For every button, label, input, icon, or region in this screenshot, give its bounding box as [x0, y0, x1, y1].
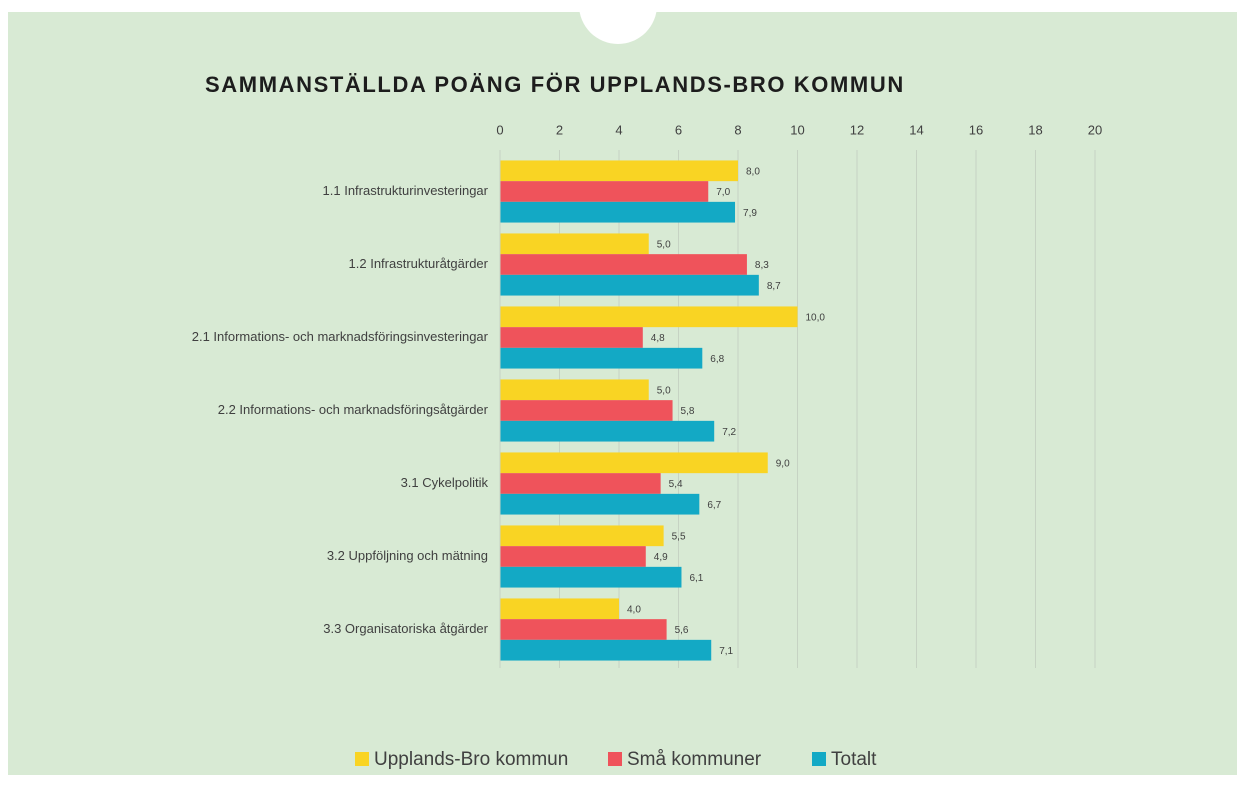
x-tick-label: 10 [790, 122, 804, 137]
y-tick-label: 1.2 Infrastrukturåtgärder [349, 256, 489, 271]
data-label: 10,0 [806, 312, 826, 323]
data-label: 6,7 [707, 500, 721, 511]
bar [500, 546, 646, 567]
x-tick-label: 2 [556, 122, 563, 137]
legend-label: Totalt [831, 749, 877, 770]
y-tick-label: 2.1 Informations- och marknadsföringsinv… [192, 329, 489, 344]
bar [500, 566, 682, 588]
y-tick-label: 2.2 Informations- och marknadsföringsåtg… [218, 402, 489, 417]
data-label: 7,0 [716, 187, 730, 198]
x-tick-label: 18 [1028, 122, 1042, 137]
bar [500, 201, 736, 223]
bar [500, 619, 667, 640]
x-tick-label: 4 [615, 122, 622, 137]
data-label: 9,0 [776, 458, 790, 469]
data-label: 8,0 [746, 166, 760, 177]
x-tick-label: 16 [969, 122, 983, 137]
legend-label: Små kommuner [627, 749, 762, 770]
bar [500, 493, 700, 515]
chart-title: SAMMANSTÄLLDA POÄNG FÖR UPPLANDS-BRO KOM… [205, 72, 905, 97]
data-label: 4,0 [627, 604, 641, 615]
bar [500, 420, 715, 442]
y-tick-label: 1.1 Infrastrukturinvesteringar [323, 183, 489, 198]
data-label: 5,5 [672, 531, 686, 542]
bar [500, 274, 759, 296]
bar [500, 347, 703, 369]
data-label: 5,0 [657, 385, 671, 396]
bar [500, 254, 747, 275]
decoration [579, 0, 657, 44]
x-tick-label: 0 [496, 122, 503, 137]
bar [500, 452, 768, 474]
data-label: 8,7 [767, 281, 781, 292]
bar [500, 473, 661, 494]
data-label: 7,1 [719, 646, 733, 657]
bar [500, 598, 619, 620]
bar [500, 233, 649, 255]
bar [500, 327, 643, 348]
x-tick-label: 6 [675, 122, 682, 137]
x-tick-label: 20 [1088, 122, 1102, 137]
data-label: 7,9 [743, 208, 757, 219]
data-label: 6,1 [689, 573, 703, 584]
legend-label: Upplands-Bro kommun [374, 749, 568, 770]
data-label: 5,8 [681, 406, 695, 417]
y-tick-label: 3.1 Cykelpolitik [401, 475, 489, 490]
data-label: 6,8 [710, 354, 724, 365]
bar [500, 379, 649, 401]
legend-swatch [812, 752, 826, 766]
data-label: 4,9 [654, 552, 668, 563]
bar [500, 181, 709, 202]
data-label: 7,2 [722, 427, 736, 438]
bar [500, 525, 664, 547]
bar [500, 400, 673, 421]
bar [500, 160, 738, 182]
data-label: 5,6 [675, 625, 689, 636]
x-tick-label: 14 [909, 122, 923, 137]
y-tick-label: 3.3 Organisatoriska åtgärder [323, 621, 488, 636]
data-label: 8,3 [755, 260, 769, 271]
y-tick-label: 3.2 Uppföljning och mätning [327, 548, 488, 563]
x-tick-label: 8 [734, 122, 741, 137]
data-label: 4,8 [651, 333, 665, 344]
data-label: 5,4 [669, 479, 683, 490]
x-tick-label: 12 [850, 122, 864, 137]
legend-swatch [355, 752, 369, 766]
legend-swatch [608, 752, 622, 766]
data-label: 5,0 [657, 239, 671, 250]
bar [500, 639, 712, 661]
bar [500, 306, 798, 328]
